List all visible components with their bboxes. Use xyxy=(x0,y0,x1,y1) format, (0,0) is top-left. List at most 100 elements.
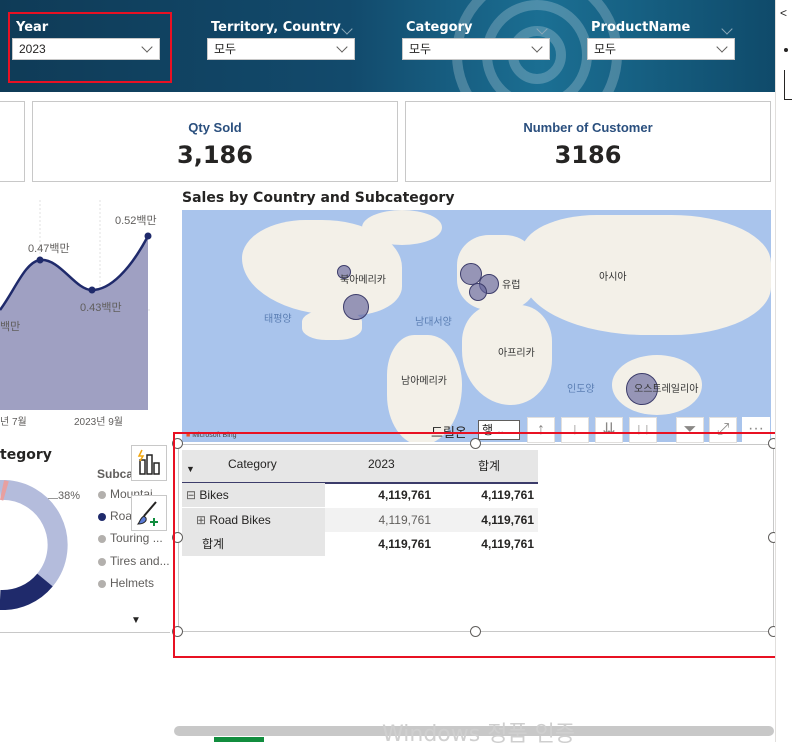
visual-border xyxy=(0,632,170,633)
data-label: 백만 xyxy=(0,320,20,333)
kpi-card-qty-sold[interactable]: Qty Sold 3,186 xyxy=(32,101,398,182)
resize-handle[interactable] xyxy=(470,438,481,449)
pane-glyph xyxy=(784,70,792,100)
legend-dot xyxy=(98,490,106,499)
page-tab-indicator[interactable] xyxy=(214,737,264,742)
sales-map[interactable]: 북아메리카 유럽 아시아 아프리카 남아메리카 오스트레일리아 태평양 남대서양… xyxy=(182,210,771,442)
next-level-icon[interactable]: ⇊ xyxy=(595,417,623,443)
format-visual-button[interactable] xyxy=(131,495,167,531)
data-point[interactable] xyxy=(144,232,152,240)
resize-handle[interactable] xyxy=(172,438,183,449)
map-label-europe: 유럽 xyxy=(502,280,521,291)
map-label-north-america: 북아메리카 xyxy=(340,275,386,286)
land-south-america xyxy=(387,335,462,442)
header-divider xyxy=(182,482,538,484)
expand-icon[interactable]: ⊞ xyxy=(196,513,207,527)
kpi-card-partial[interactable] xyxy=(0,101,25,182)
slicer-territory: Territory, Country 모두 xyxy=(207,18,355,60)
map-label-asia: 아시아 xyxy=(599,272,627,283)
windows-activation-watermark: Windows 정품 인증 xyxy=(382,722,576,747)
resize-handle[interactable] xyxy=(172,626,183,637)
chevron-down-icon xyxy=(531,41,543,53)
slicer-dropdown[interactable]: 2023 xyxy=(12,38,160,60)
slicer-value: 모두 xyxy=(409,42,432,56)
right-pane-edge: < xyxy=(775,0,794,742)
legend-dot xyxy=(98,557,106,566)
map-title: Sales by Country and Subcategory xyxy=(182,190,455,206)
cell-2023: 4,119,761 xyxy=(378,488,431,502)
slicer-dropdown[interactable]: 모두 xyxy=(402,38,550,60)
highlight-box xyxy=(8,12,172,83)
cell-total: 4,119,761 xyxy=(481,537,534,551)
report-header: Year 2023 Territory, Country 모두 Category… xyxy=(0,0,775,92)
slicer-value: 2023 xyxy=(19,42,46,56)
slicer-dropdown[interactable]: 모두 xyxy=(587,38,735,60)
chevron-down-icon xyxy=(716,41,728,53)
resize-handle[interactable] xyxy=(172,532,183,543)
collapse-icon[interactable]: ⊟ xyxy=(186,488,197,502)
slicer-label: ProductName xyxy=(591,20,691,35)
pane-dot xyxy=(784,48,788,52)
chevron-down-icon xyxy=(336,41,348,53)
leader-line xyxy=(48,498,58,499)
slicer-label: Year xyxy=(16,20,49,35)
legend-item[interactable]: Tires and... xyxy=(98,554,170,568)
x-tick-label: 2023년 9월 xyxy=(74,416,123,428)
drill-up-icon[interactable]: ↑ xyxy=(527,417,555,443)
map-label-atlantic: 남대서양 xyxy=(415,317,452,328)
map-label-indian: 인도양 xyxy=(567,384,595,395)
land-africa xyxy=(462,305,552,405)
card-value: 3,186 xyxy=(177,141,253,169)
build-visual-button[interactable] xyxy=(131,445,167,481)
cell-total: 4,119,761 xyxy=(481,488,534,502)
slicer-value: 모두 xyxy=(214,42,237,56)
data-label: 0.43백만 xyxy=(80,301,122,314)
slicer-dropdown[interactable]: 모두 xyxy=(207,38,355,60)
map-label-pacific: 태평양 xyxy=(264,314,292,325)
x-tick-label: 년 7월 xyxy=(0,416,27,428)
data-point[interactable] xyxy=(36,256,44,264)
paintbrush-icon xyxy=(136,501,158,526)
data-label: 0.52백만 xyxy=(115,214,157,227)
map-bubble[interactable] xyxy=(343,294,369,320)
cell-total: 4,119,761 xyxy=(481,513,534,527)
kpi-card-customers[interactable]: Number of Customer 3186 xyxy=(405,101,771,182)
series-line xyxy=(0,235,150,311)
row-label: 합계 xyxy=(202,537,225,551)
land-greenland xyxy=(362,210,442,245)
slicer-category: Category 모두 xyxy=(402,18,550,60)
sort-arrow-icon[interactable]: ▼ xyxy=(186,464,195,474)
data-point[interactable] xyxy=(88,286,96,294)
donut-title: tegory xyxy=(0,447,52,463)
data-label: 0.47백만 xyxy=(28,242,70,255)
drill-on-select[interactable]: 행 ⌄ xyxy=(478,420,520,440)
donut-slice[interactable] xyxy=(0,480,68,587)
map-bubble[interactable] xyxy=(469,283,487,301)
table-row[interactable]: ⊟ Bikes 4,119,761 4,119,761 xyxy=(182,483,538,507)
slicer-year: Year 2023 xyxy=(12,18,160,60)
highlight-box xyxy=(173,432,788,658)
row-label: Road Bikes xyxy=(209,513,271,527)
card-value: 3186 xyxy=(554,141,622,169)
line-area-fill xyxy=(0,236,148,410)
sales-line-chart[interactable]: 0.47백만 0.43백만 0.52백만 백만 년 7월 2023년 9월 xyxy=(0,200,160,430)
legend-item[interactable]: Helmets xyxy=(98,576,154,590)
legend-scroll-down-icon[interactable]: ▼ xyxy=(131,615,141,626)
map-bubble[interactable] xyxy=(626,373,658,405)
donut-chart[interactable] xyxy=(0,480,80,610)
header-category[interactable]: Category xyxy=(228,457,277,471)
resize-handle[interactable] xyxy=(470,626,481,637)
table-row[interactable]: ⊞ Road Bikes 4,119,761 4,119,761 xyxy=(182,508,538,532)
horizontal-scrollbar[interactable] xyxy=(174,726,774,736)
chevron-left-icon[interactable]: < xyxy=(780,6,788,20)
header-2023[interactable]: 2023 xyxy=(368,457,395,471)
header-total[interactable]: 합계 xyxy=(478,459,501,473)
legend-item[interactable]: Touring ... xyxy=(98,531,163,545)
donut-slice[interactable] xyxy=(0,573,53,610)
cell-2023: 4,119,761 xyxy=(378,537,431,551)
donut-slice[interactable] xyxy=(0,480,9,501)
donut-percent-label: 38% xyxy=(58,490,81,502)
table-row-total[interactable]: 합계 4,119,761 4,119,761 xyxy=(182,532,538,556)
map-bubble[interactable] xyxy=(337,265,351,279)
drill-down-icon[interactable]: ↓ xyxy=(561,417,589,443)
